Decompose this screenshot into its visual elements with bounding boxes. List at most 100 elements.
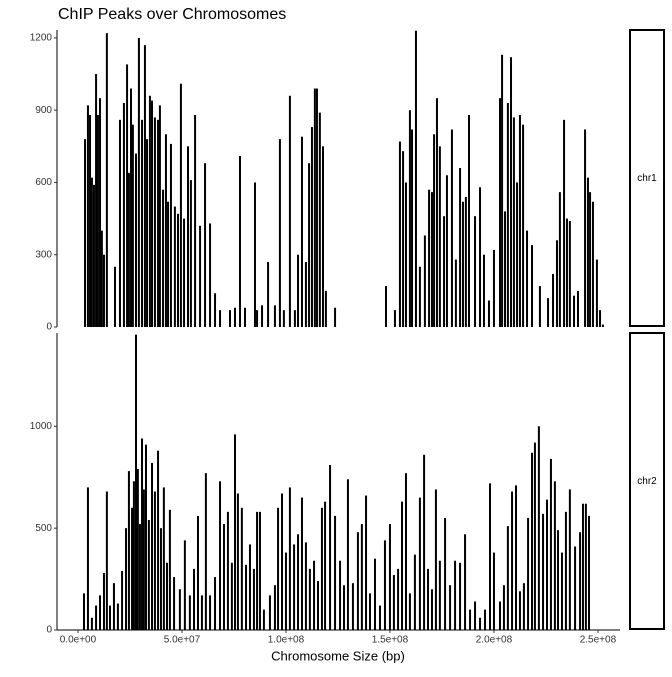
bar <box>297 534 300 630</box>
x-tick-label: 2.0e+08 <box>476 635 513 646</box>
bar <box>173 577 176 630</box>
bar <box>515 485 518 630</box>
bar <box>430 192 433 327</box>
bar <box>537 426 540 630</box>
bar <box>177 213 180 327</box>
bar <box>526 230 529 327</box>
bar <box>118 119 121 328</box>
bar <box>310 127 313 327</box>
bar <box>209 595 212 630</box>
bar <box>99 595 102 630</box>
bar <box>401 501 404 630</box>
bar <box>489 483 492 630</box>
y-tick-label: 1200 <box>30 33 53 44</box>
bar <box>234 307 237 327</box>
y-tick-label: 900 <box>35 105 52 116</box>
bar <box>261 305 264 327</box>
bar <box>373 558 376 630</box>
bar <box>502 585 505 630</box>
bar <box>273 305 276 327</box>
bar <box>126 64 129 328</box>
bar <box>408 110 411 328</box>
bar <box>356 532 359 630</box>
bar <box>194 115 197 327</box>
bar <box>153 117 156 327</box>
bar <box>454 560 457 630</box>
bar <box>560 552 563 630</box>
bar <box>315 88 318 328</box>
bar <box>229 310 232 327</box>
bar <box>512 117 515 327</box>
bar <box>137 37 140 327</box>
bar <box>411 129 414 327</box>
bar <box>581 503 584 630</box>
bar <box>132 481 135 630</box>
bar <box>378 605 381 630</box>
bar <box>112 583 115 630</box>
bar <box>427 568 430 630</box>
bar <box>199 225 202 327</box>
facet-label: chr2 <box>637 476 657 487</box>
bar <box>565 218 568 327</box>
bar <box>506 102 509 327</box>
bar <box>503 211 506 327</box>
bar <box>438 560 441 630</box>
bar <box>342 585 345 630</box>
bar <box>102 254 105 327</box>
bar <box>321 146 324 327</box>
bar <box>262 609 265 630</box>
bar <box>573 295 576 327</box>
bar <box>204 163 207 327</box>
bar <box>392 575 395 630</box>
bar <box>324 290 327 327</box>
bar <box>498 601 501 630</box>
bar <box>464 196 467 327</box>
bar <box>449 585 452 630</box>
bar <box>214 293 217 327</box>
bar <box>188 595 191 630</box>
facet-strip <box>629 332 665 630</box>
bar <box>230 562 233 630</box>
bar <box>234 434 237 630</box>
bar <box>116 603 119 630</box>
bar <box>86 105 89 327</box>
bar <box>219 481 222 630</box>
bar <box>564 511 567 630</box>
bar <box>157 450 160 630</box>
y-tick-label: 1000 <box>30 421 53 432</box>
bar <box>96 115 99 327</box>
bar <box>574 546 577 630</box>
bar <box>226 511 229 630</box>
bar <box>430 589 433 630</box>
bar <box>346 479 349 630</box>
bar <box>179 83 182 327</box>
bar <box>300 136 303 327</box>
bar <box>438 146 441 327</box>
bar <box>162 189 165 327</box>
bar <box>423 235 426 327</box>
bar <box>599 310 602 327</box>
bar <box>92 184 95 327</box>
bar <box>531 245 534 327</box>
bar <box>253 182 256 327</box>
bar <box>383 540 386 630</box>
bar <box>169 143 172 327</box>
facet-label: chr1 <box>637 173 657 184</box>
bar <box>522 124 525 327</box>
bar <box>547 298 550 327</box>
bar <box>339 560 342 630</box>
bar <box>99 98 102 328</box>
bar <box>516 182 519 327</box>
bar <box>267 261 270 327</box>
bar <box>122 102 125 327</box>
bar <box>316 581 319 630</box>
y-tick-label: 600 <box>35 177 52 188</box>
bar <box>151 100 154 327</box>
bar <box>214 577 217 630</box>
bar <box>334 307 337 327</box>
bar <box>474 216 477 327</box>
bar <box>474 601 477 630</box>
bar <box>308 163 311 327</box>
y-tick-label: 500 <box>35 523 52 534</box>
